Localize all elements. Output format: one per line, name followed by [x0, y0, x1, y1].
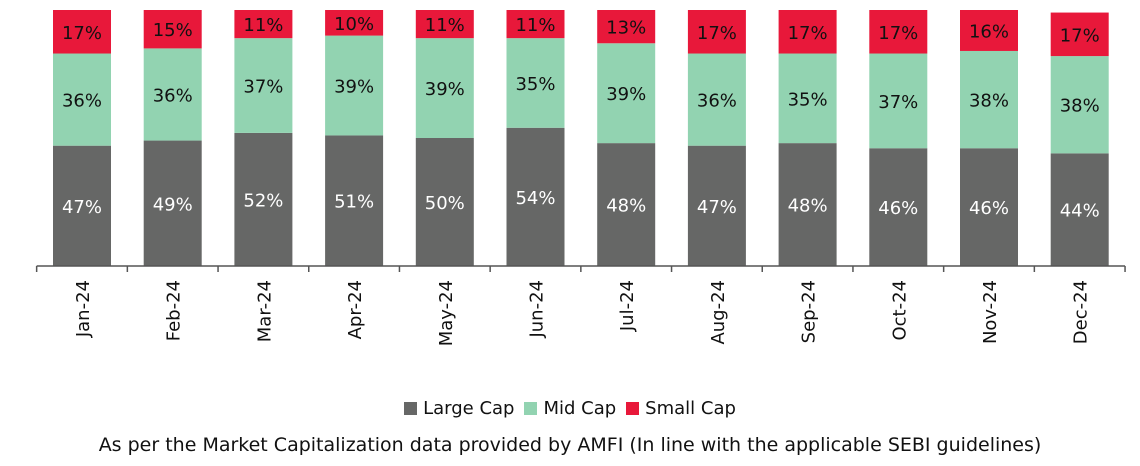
data-label-large-cap-feb-24: 49%	[153, 194, 193, 215]
bar-mid-cap-may-24	[415, 38, 474, 138]
legend-label-small-cap: Small Cap	[645, 398, 736, 419]
bar-mid-cap-mar-24	[234, 38, 293, 133]
legend-swatch-large-cap	[404, 402, 418, 415]
data-label-large-cap-oct-24: 46%	[878, 198, 918, 219]
data-label-mid-cap-nov-24: 38%	[969, 91, 1009, 112]
bar-mid-cap-nov-24	[960, 50, 1018, 149]
bar-mid-cap-oct-24	[869, 53, 928, 149]
bar-mid-cap-jul-24	[597, 43, 656, 144]
bar-large-cap-dec-24	[1050, 153, 1109, 266]
bar-small-cap-oct-24	[869, 10, 928, 54]
bar-large-cap-oct-24	[869, 148, 928, 266]
x-tick-label-jan-24: Jan-24	[73, 280, 94, 338]
chart-caption: As per the Market Capitalization data pr…	[98, 434, 1042, 456]
bar-large-cap-aug-24	[687, 145, 746, 266]
data-label-mid-cap-feb-24: 36%	[153, 85, 193, 106]
data-label-large-cap-jan-24: 47%	[62, 197, 102, 218]
bar-mid-cap-aug-24	[687, 53, 746, 146]
bar-large-cap-jun-24	[506, 127, 565, 266]
data-label-mid-cap-dec-24: 38%	[1060, 96, 1100, 117]
data-label-small-cap-jun-24: 11%	[515, 15, 555, 36]
bar-large-cap-jul-24	[597, 143, 656, 266]
legend-item-small-cap: Small Cap	[626, 398, 736, 419]
x-tick-label-apr-24: Apr-24	[345, 280, 366, 339]
data-label-large-cap-jul-24: 48%	[606, 196, 646, 217]
data-label-small-cap-aug-24: 17%	[697, 23, 737, 44]
data-label-small-cap-jul-24: 13%	[606, 18, 646, 39]
legend-label-mid-cap: Mid Cap	[543, 398, 617, 419]
x-tick-label-sep-24: Sep-24	[799, 280, 820, 343]
legend-swatch-mid-cap	[524, 402, 538, 415]
data-label-mid-cap-jun-24: 35%	[515, 74, 555, 95]
bar-small-cap-jul-24	[597, 10, 656, 44]
data-label-large-cap-may-24: 50%	[425, 193, 465, 214]
data-label-large-cap-sep-24: 48%	[788, 196, 828, 217]
x-tick-label-mar-24: Mar-24	[254, 280, 275, 342]
data-label-small-cap-may-24: 11%	[425, 15, 465, 36]
data-label-mid-cap-oct-24: 37%	[878, 92, 918, 113]
x-tick-label-dec-24: Dec-24	[1071, 280, 1092, 344]
bar-small-cap-feb-24	[143, 10, 202, 49]
x-tick-label-feb-24: Feb-24	[164, 280, 185, 341]
bar-large-cap-sep-24	[778, 143, 837, 266]
data-label-small-cap-apr-24: 10%	[334, 14, 374, 35]
data-label-large-cap-apr-24: 51%	[334, 192, 374, 213]
data-label-large-cap-jun-24: 54%	[515, 188, 555, 209]
x-tick-label-oct-24: Oct-24	[889, 280, 910, 341]
data-label-mid-cap-may-24: 39%	[425, 79, 465, 100]
bar-small-cap-mar-24	[234, 10, 293, 39]
x-tick-label-jul-24: Jul-24	[617, 280, 638, 332]
bar-large-cap-feb-24	[143, 140, 202, 266]
bar-small-cap-sep-24	[778, 10, 837, 54]
data-label-small-cap-nov-24: 16%	[969, 21, 1009, 42]
bar-small-cap-apr-24	[325, 10, 384, 36]
bar-mid-cap-feb-24	[143, 48, 202, 141]
chart-legend: Large Cap Mid Cap Small Cap	[0, 398, 1140, 420]
x-tick-label-aug-24: Aug-24	[708, 280, 729, 345]
data-label-large-cap-mar-24: 52%	[243, 190, 283, 211]
data-label-mid-cap-aug-24: 36%	[697, 91, 737, 112]
bar-small-cap-aug-24	[687, 10, 746, 54]
bar-large-cap-jan-24	[53, 145, 111, 266]
data-label-large-cap-nov-24: 46%	[969, 198, 1009, 219]
bar-large-cap-mar-24	[234, 132, 293, 266]
data-label-small-cap-oct-24: 17%	[878, 23, 918, 44]
bar-small-cap-jan-24	[53, 10, 111, 54]
bar-mid-cap-dec-24	[1050, 56, 1109, 154]
stacked-bar-chart: 47% 36% 17% 49% 36% 15% 52% 37% 11% 51% 39% 10% 50% 3…	[35, 10, 1126, 346]
bar-mid-cap-apr-24	[325, 35, 384, 136]
data-label-small-cap-jan-24: 17%	[62, 23, 102, 44]
bar-small-cap-nov-24	[960, 10, 1018, 51]
bar-mid-cap-jun-24	[506, 38, 565, 128]
bar-large-cap-nov-24	[960, 148, 1018, 266]
legend-item-large-cap: Large Cap	[404, 398, 514, 419]
data-label-small-cap-mar-24: 11%	[243, 15, 283, 36]
bar-small-cap-may-24	[415, 10, 474, 39]
data-label-small-cap-sep-24: 17%	[788, 23, 828, 44]
bar-large-cap-may-24	[415, 138, 474, 266]
data-label-small-cap-feb-24: 15%	[153, 20, 193, 41]
x-tick-label-may-24: May-24	[436, 280, 457, 346]
data-label-mid-cap-mar-24: 37%	[243, 77, 283, 98]
bar-large-cap-apr-24	[325, 135, 384, 266]
bar-small-cap-dec-24	[1050, 12, 1109, 57]
x-tick-label-nov-24: Nov-24	[980, 280, 1001, 344]
data-label-mid-cap-apr-24: 39%	[334, 77, 374, 98]
bar-mid-cap-jan-24	[53, 53, 111, 146]
data-label-small-cap-dec-24: 17%	[1060, 25, 1100, 46]
data-label-mid-cap-jan-24: 36%	[62, 91, 102, 112]
legend-label-large-cap: Large Cap	[423, 398, 515, 419]
bar-small-cap-jun-24	[506, 10, 565, 39]
legend-item-mid-cap: Mid Cap	[524, 398, 616, 419]
x-tick-label-jun-24: Jun-24	[527, 280, 548, 339]
legend-swatch-small-cap	[626, 402, 640, 415]
data-label-mid-cap-jul-24: 39%	[606, 84, 646, 105]
bar-mid-cap-sep-24	[778, 53, 837, 144]
data-label-large-cap-dec-24: 44%	[1060, 201, 1100, 222]
data-label-mid-cap-sep-24: 35%	[788, 89, 828, 110]
data-label-large-cap-aug-24: 47%	[697, 197, 737, 218]
